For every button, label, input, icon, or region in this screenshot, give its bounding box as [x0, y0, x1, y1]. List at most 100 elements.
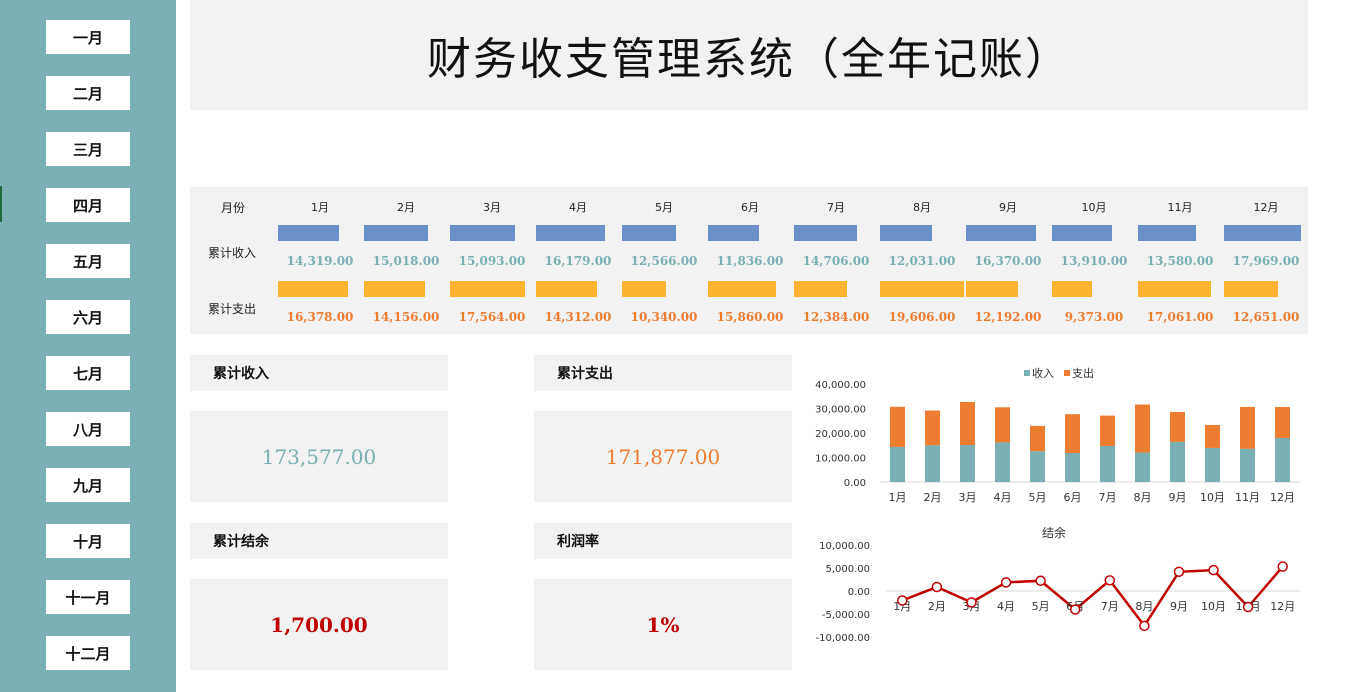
month-button-4[interactable]: 四月: [46, 188, 130, 222]
x-tick-label: 9月: [1169, 491, 1187, 504]
x-tick-label: 4月: [994, 491, 1012, 504]
balance-series-line: [901, 565, 1284, 629]
balance-line-chart: 结余 10,000.00 5,000.00 0.00 -5,000.00 -10,000.…: [815, 525, 1300, 644]
expense-bar: [1030, 425, 1045, 452]
chart-title: 结余: [1042, 525, 1066, 540]
legend-label-expense: 支出: [1072, 366, 1094, 380]
x-tick-label: 1月: [889, 491, 907, 504]
income-data-bar: [1052, 225, 1112, 241]
income-card: 173,577.00: [190, 411, 448, 502]
x-tick-label: 10月: [1201, 600, 1226, 613]
y-tick-label: 0.00: [844, 478, 866, 489]
income-card-label: 累计收入: [213, 366, 269, 382]
expense-cell: 19,606.00: [888, 310, 956, 324]
balance-card-label: 累计结余: [213, 534, 269, 550]
table-month-header: 2月: [397, 201, 415, 214]
month-button-12[interactable]: 十二月: [46, 636, 130, 670]
legend-label-income: 收入: [1032, 366, 1054, 380]
month-button-9[interactable]: 九月: [46, 468, 130, 502]
data-point: [966, 597, 977, 608]
income-data-bar: [966, 225, 1036, 241]
y-tick-label: 0.00: [848, 587, 870, 598]
total-income-value: 173,577.00: [261, 444, 377, 469]
monthly-summary-table: [190, 187, 1308, 334]
month-button-3[interactable]: 三月: [46, 132, 130, 166]
expense-cell: 9,373.00: [1064, 310, 1124, 324]
table-month-header: 11月: [1167, 201, 1193, 214]
month-button-2[interactable]: 二月: [46, 76, 130, 110]
table-month-header: 12月: [1253, 201, 1279, 214]
expense-cell: 15,860.00: [716, 310, 784, 324]
expense-data-bar: [364, 281, 425, 297]
y-tick-label: -5,000.00: [822, 610, 870, 621]
income-data-bar: [278, 225, 339, 241]
expense-bar: [1205, 424, 1220, 448]
month-button-10[interactable]: 十月: [46, 524, 130, 558]
expense-bar: [1240, 406, 1255, 449]
expense-data-bar: [622, 281, 666, 297]
x-tick-label: 9月: [1170, 600, 1188, 613]
month-button-8[interactable]: 八月: [46, 412, 130, 446]
profit-rate-value: 1%: [646, 612, 680, 637]
expense-data-bar: [966, 281, 1018, 297]
expense-card-label: 累计支出: [557, 366, 613, 382]
x-tick-label: 10月: [1200, 491, 1225, 504]
profit-card: 1%: [534, 579, 792, 670]
x-tick-label: 5月: [1032, 600, 1050, 613]
expense-cell: 12,651.00: [1232, 310, 1300, 324]
expense-card-header: 累计支出: [534, 355, 792, 391]
balance-card: 1,700.00: [190, 579, 448, 670]
x-tick-label: 4月: [997, 600, 1015, 613]
y-tick-label: 10,000.00: [815, 454, 866, 465]
income-cell: 15,093.00: [458, 254, 526, 268]
x-tick-label: 1月: [893, 600, 911, 613]
x-tick-label: 12月: [1270, 491, 1295, 504]
data-point: [1277, 561, 1288, 572]
income-data-bar: [1138, 225, 1196, 241]
data-point: [1069, 604, 1081, 615]
expense-bar: [1135, 404, 1150, 453]
income-cell: 11,836.00: [716, 254, 784, 268]
income-cell: 13,580.00: [1146, 254, 1214, 268]
expense-data-bar: [708, 281, 776, 297]
income-bar: [1240, 448, 1255, 482]
expense-bar: [1100, 415, 1115, 446]
expense-data-bar: [450, 281, 525, 297]
month-button-11[interactable]: 十一月: [46, 580, 130, 614]
income-expense-bar-chart: 0.00 10,000.00 20,000.00 30,000.00 40,000.00…: [815, 366, 1300, 504]
expense-data-bar: [536, 281, 597, 297]
income-data-bar: [364, 225, 428, 241]
income-data-bar: [1224, 225, 1301, 241]
month-button-1[interactable]: 一月: [46, 20, 130, 54]
y-tick-label: 40,000.00: [815, 380, 866, 391]
page-title: 财务收支管理系统（全年记账）: [427, 34, 1071, 85]
income-cell: 16,179.00: [544, 254, 612, 268]
income-card-header: 累计收入: [190, 355, 448, 391]
active-indicator: [0, 186, 2, 222]
expense-bar: [960, 401, 975, 446]
x-tick-label: 7月: [1099, 491, 1117, 504]
month-button-6[interactable]: 六月: [46, 300, 130, 334]
month-button-7[interactable]: 七月: [46, 356, 130, 390]
data-point: [1000, 577, 1012, 588]
data-point: [1208, 564, 1219, 576]
expense-cell: 16,378.00: [286, 310, 354, 324]
income-cell: 17,969.00: [1232, 254, 1300, 268]
x-tick-label: 8月: [1134, 491, 1152, 504]
expense-bar: [1170, 412, 1185, 442]
table-month-header: 4月: [569, 201, 587, 214]
x-tick-label: 6月: [1064, 491, 1082, 504]
expense-cell: 17,061.00: [1146, 310, 1214, 324]
table-month-header: 8月: [913, 201, 931, 214]
income-cell: 14,706.00: [802, 254, 870, 268]
income-cell: 16,370.00: [974, 254, 1042, 268]
table-month-header: 7月: [827, 201, 845, 214]
data-point: [931, 581, 943, 593]
month-button-5[interactable]: 五月: [46, 244, 130, 278]
table-month-header: 5月: [655, 201, 673, 214]
expense-cell: 12,384.00: [802, 310, 870, 324]
income-bar: [995, 442, 1010, 482]
expense-cell: 14,156.00: [372, 310, 440, 324]
income-bar: [1030, 451, 1045, 482]
income-data-bar: [450, 225, 515, 241]
